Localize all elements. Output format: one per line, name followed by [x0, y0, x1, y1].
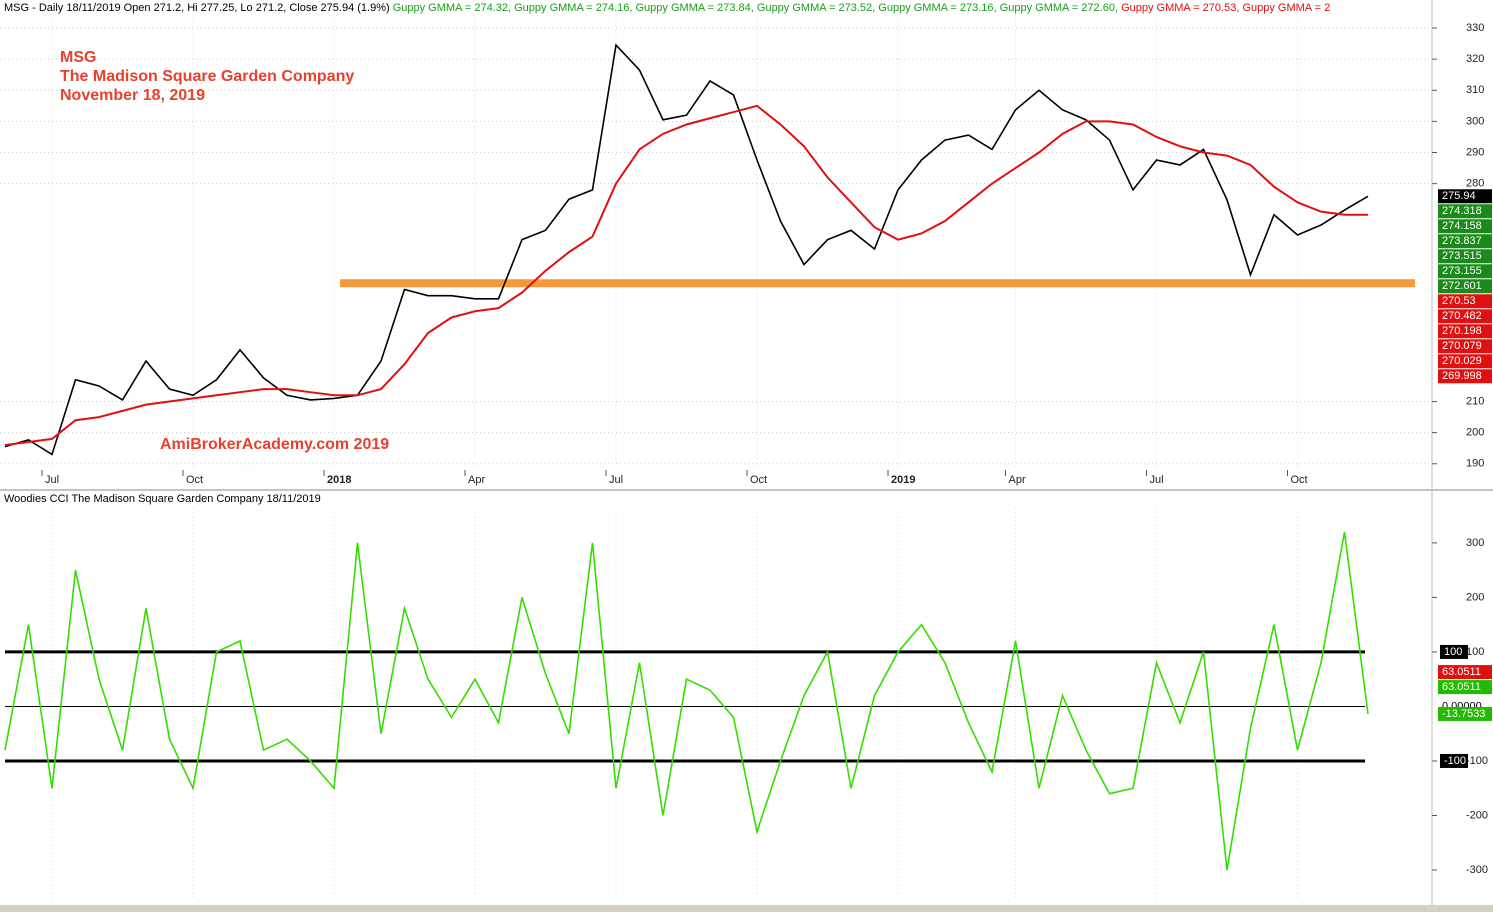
y-tick-label: -100 [1466, 755, 1488, 767]
annotation: November 18, 2019 [60, 87, 205, 104]
x-tick-label: Oct [186, 474, 203, 486]
last-value-box [1438, 309, 1492, 324]
last-value-label: 63.0511 [1442, 666, 1481, 678]
x-tick-label: Jul [609, 474, 623, 486]
x-tick-label: Jul [1150, 474, 1164, 486]
last-value-label: 275.94 [1442, 190, 1476, 202]
header-item: Guppy GMMA = 273.52, [757, 2, 875, 14]
last-value-box [1438, 249, 1492, 264]
y-tick-label: 190 [1466, 458, 1484, 470]
x-tick-label: 2019 [891, 474, 915, 486]
level-label-box [1440, 753, 1468, 768]
last-value-box [1438, 339, 1492, 354]
level-label-box [1440, 644, 1468, 659]
last-value-label: 269.998 [1442, 370, 1482, 382]
last-value-label: 63.0511 [1442, 681, 1481, 693]
annotation: The Madison Square Garden Company [60, 68, 354, 85]
last-value-box [1438, 279, 1492, 294]
last-value-label: 270.079 [1442, 340, 1482, 352]
y-tick-label: 290 [1466, 146, 1484, 158]
y-tick-label: 100 [1466, 646, 1484, 658]
header-item: Guppy GMMA = 273.84, [636, 2, 754, 14]
annotation: MSG [60, 49, 96, 66]
last-value-label: 270.53 [1442, 295, 1476, 307]
last-value-box [1438, 680, 1492, 695]
annotation: AmiBrokerAcademy.com 2019 [160, 436, 389, 453]
last-value-label: -13.7533 [1442, 708, 1485, 720]
last-value-label: 274.318 [1442, 205, 1482, 217]
x-tick-label: Apr [1009, 474, 1026, 486]
x-tick-label: Apr [468, 474, 485, 486]
y-tick-label: 310 [1466, 84, 1484, 96]
last-value-label: 270.198 [1442, 325, 1482, 337]
chart-title: Woodies CCI The Madison Square Garden Co… [4, 493, 321, 505]
level-label: 100 [1444, 646, 1462, 658]
last-value-box [1438, 204, 1492, 219]
last-value-box [1438, 294, 1492, 309]
x-tick-label: Oct [750, 474, 767, 486]
header-item: Guppy GMMA = 2 [1242, 2, 1330, 14]
last-value-label: 274.158 [1442, 220, 1482, 232]
last-value-box [1438, 706, 1492, 721]
y-tick-label: 200 [1466, 591, 1484, 603]
y-tick-label: 300 [1466, 537, 1484, 549]
sheet-tabs [0, 905, 1493, 912]
y-tick-label: 320 [1466, 53, 1484, 65]
last-value-box [1438, 324, 1492, 339]
y-tick-label: -300 [1466, 864, 1488, 876]
last-value-box [1438, 234, 1492, 249]
y-tick-label: 200 [1466, 427, 1484, 439]
header-item: Guppy GMMA = 274.32, [393, 2, 511, 14]
x-tick-label: Jul [45, 474, 59, 486]
last-value-label: 270.482 [1442, 310, 1482, 322]
y-tick-label: -200 [1466, 809, 1488, 821]
last-value-box [1438, 189, 1492, 204]
last-value-box [1438, 219, 1492, 234]
y-tick-label: 280 [1466, 178, 1484, 190]
last-value-box [1438, 665, 1492, 680]
header-item: Guppy GMMA = 270.53, [1121, 2, 1239, 14]
series-line [4, 43, 1369, 456]
chart-title: MSG - Daily 18/11/2019 Open 271.2, Hi 27… [4, 2, 1330, 14]
last-value-box [1438, 354, 1492, 369]
y-tick-label: 330 [1466, 22, 1484, 34]
last-value-label: 273.837 [1442, 235, 1482, 247]
x-tick-label: Oct [1291, 474, 1308, 486]
header-item: Guppy GMMA = 272.60, [1000, 2, 1118, 14]
x-tick-label: 2018 [327, 474, 351, 486]
level-label: -100 [1444, 755, 1466, 767]
last-value-label: 273.515 [1442, 250, 1482, 262]
last-value-label: 272.601 [1442, 280, 1482, 292]
header-item: Guppy GMMA = 273.16, [878, 2, 996, 14]
series-line [4, 531, 1369, 871]
y-tick-label: 300 [1466, 115, 1484, 127]
last-value-box [1438, 369, 1492, 384]
last-value-label: 273.155 [1442, 265, 1482, 277]
last-value-box [1438, 264, 1492, 279]
title-text: MSG - Daily 18/11/2019 Open 271.2, Hi 27… [4, 2, 390, 14]
header-item: Guppy GMMA = 274.16, [514, 2, 632, 14]
last-value-label: 270.029 [1442, 355, 1482, 367]
y-tick-label: 210 [1466, 395, 1484, 407]
series-line [4, 104, 1368, 447]
